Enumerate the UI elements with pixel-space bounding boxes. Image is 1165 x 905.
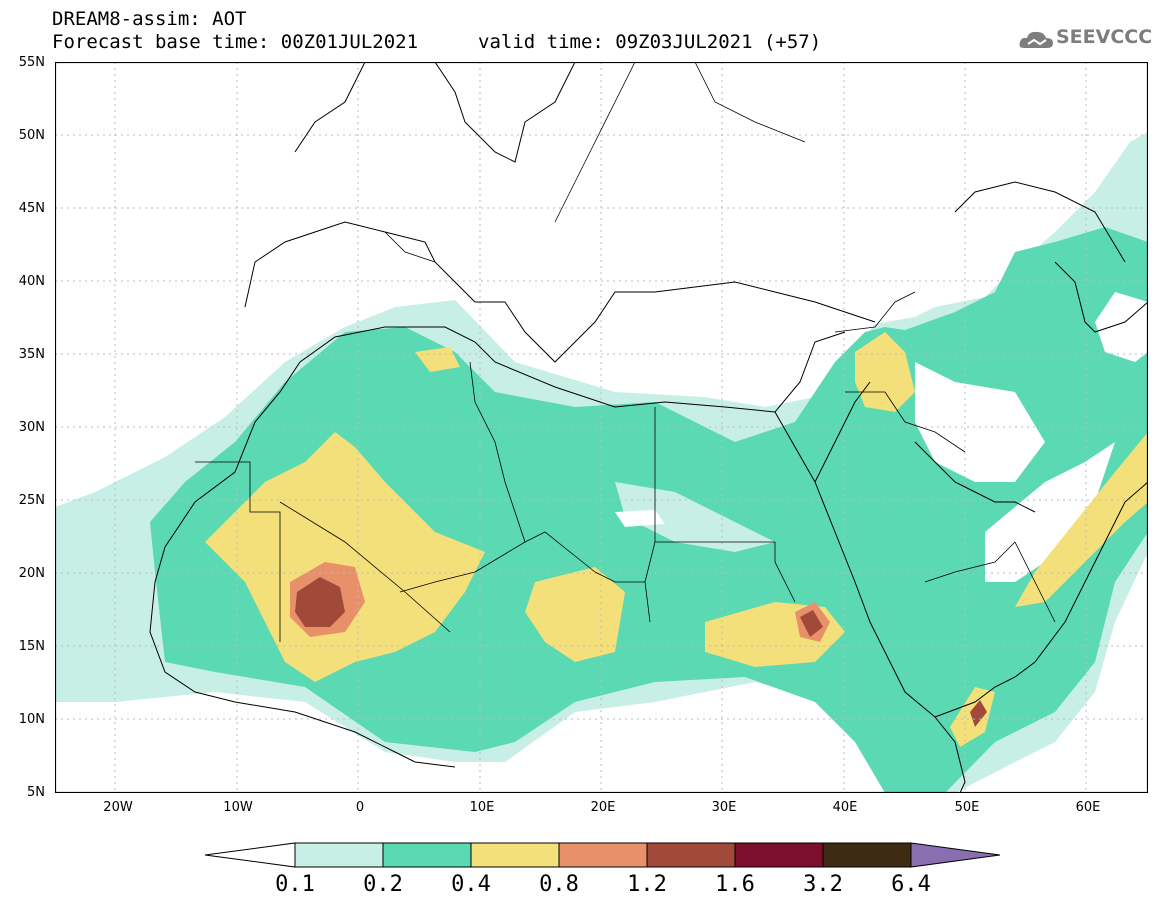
map-frame — [55, 62, 1148, 793]
lat-label: 45N — [18, 201, 45, 216]
colorbar-label: 3.2 — [803, 872, 843, 897]
aot-band-white-inner — [615, 510, 665, 527]
lat-label: 40N — [18, 274, 45, 289]
colorbar-segment — [294, 842, 384, 868]
aot-band-yellow — [1015, 432, 1148, 607]
aot-band-brown — [295, 577, 345, 627]
aot-field — [55, 62, 1148, 793]
colorbar-label: 0.8 — [539, 872, 579, 897]
lat-label: 20N — [18, 566, 45, 581]
lat-label: 5N — [27, 785, 45, 800]
lon-label: 20E — [590, 800, 616, 815]
colorbar-label: 0.4 — [451, 872, 491, 897]
graticule — [55, 62, 1148, 793]
colorbar-label: 0.1 — [275, 872, 315, 897]
country-borders — [195, 62, 1056, 642]
colorbar-label: 1.6 — [715, 872, 755, 897]
colorbar-high-arrow — [910, 842, 1000, 868]
aot-map — [55, 62, 1148, 793]
valid-time: valid time: 09Z03JUL2021 (+57) — [478, 31, 822, 53]
aot-band-yellow — [525, 567, 625, 662]
lat-label: 55N — [18, 55, 45, 70]
lon-label: 60E — [1075, 800, 1101, 815]
coastlines — [149, 62, 1148, 793]
colorbar-segment — [646, 842, 736, 868]
colorbar-segment — [822, 842, 912, 868]
lon-label: 10E — [469, 800, 495, 815]
lon-label: 20W — [103, 800, 133, 815]
lat-label: 25N — [18, 493, 45, 508]
colorbar-segment — [382, 842, 472, 868]
colorbar-label: 6.4 — [891, 872, 931, 897]
colorbar-low-arrow — [205, 842, 296, 868]
aot-colorbar — [205, 842, 1000, 868]
lat-label: 15N — [18, 639, 45, 654]
aot-band-yellow — [415, 347, 460, 372]
aot-band-white-inner — [915, 362, 1045, 482]
lon-label: 40E — [832, 800, 858, 815]
forecast-base-time: Forecast base time: 00Z01JUL2021 — [52, 31, 419, 53]
lon-label: 10W — [223, 800, 253, 815]
colorbar-label: 0.2 — [363, 872, 403, 897]
lon-label: 30E — [711, 800, 737, 815]
lat-label: 50N — [18, 128, 45, 143]
colorbar-label: 1.2 — [627, 872, 667, 897]
colorbar-segment — [470, 842, 560, 868]
logo-text: SEEVCCC — [1056, 26, 1153, 48]
colorbar-segment — [558, 842, 648, 868]
lat-label: 35N — [18, 347, 45, 362]
cloud-logo-icon — [1019, 31, 1053, 48]
lat-label: 10N — [18, 712, 45, 727]
aot-band-brown — [970, 700, 987, 727]
aot-band-white-inner — [1095, 292, 1148, 362]
aot-band-yellow — [205, 432, 485, 682]
lat-label: 30N — [18, 420, 45, 435]
colorbar-segment — [734, 842, 824, 868]
map-title: DREAM8-assim: AOT — [52, 8, 247, 30]
lon-label: 50E — [954, 800, 980, 815]
lon-label: 0 — [355, 800, 365, 815]
aot-band-brown — [800, 610, 823, 637]
